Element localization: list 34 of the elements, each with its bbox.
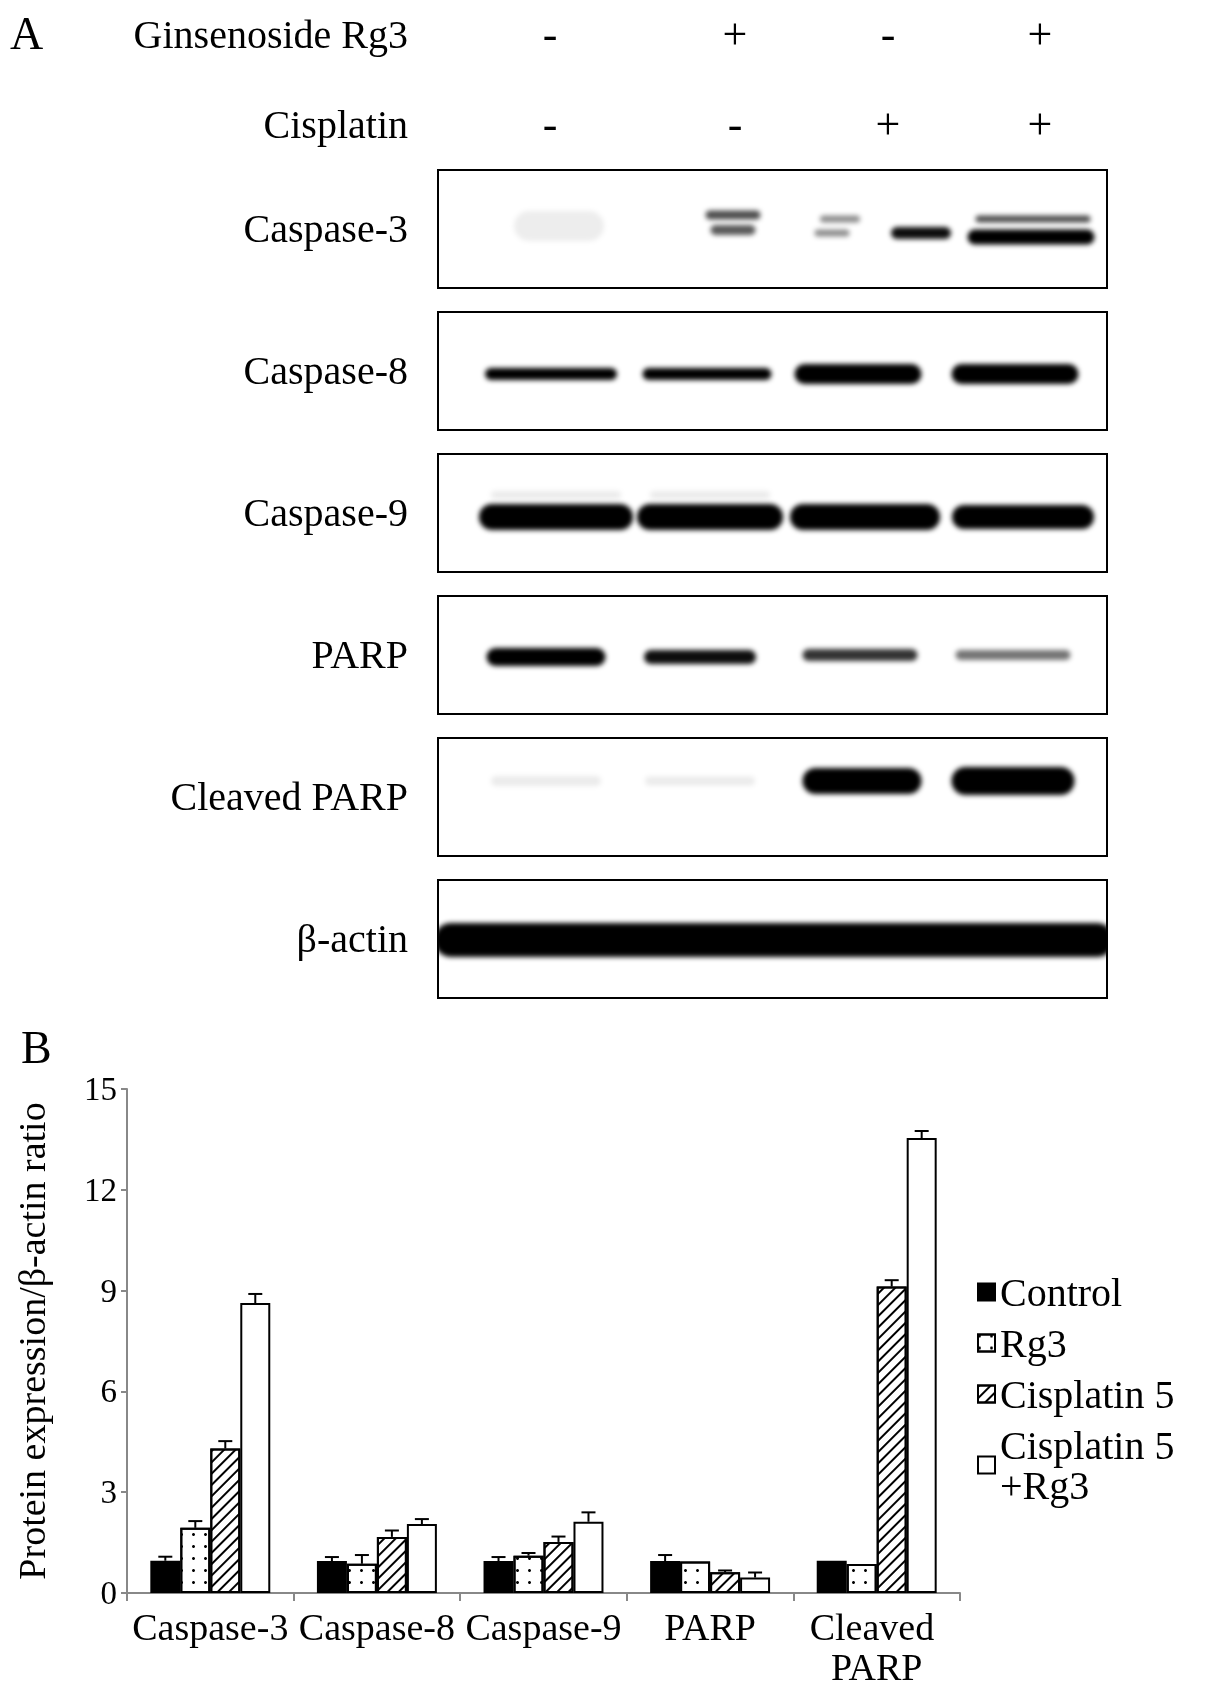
text: - (727, 100, 743, 149)
y-tick-label: 3 (100, 1474, 117, 1511)
y-tick-label: 9 (100, 1272, 117, 1309)
text: + (722, 10, 748, 59)
text: Caspase-8 (243, 348, 408, 393)
text: Caspase-3 (243, 206, 408, 251)
x-tick-label: PARP (664, 1606, 756, 1648)
x-tick-label: Caspase-8 (298, 1606, 455, 1648)
text: A (10, 8, 44, 59)
x-tick-label: Caspase-3 (132, 1606, 289, 1648)
text: Ginsenoside Rg3 (133, 12, 408, 57)
text: Cisplatin (263, 102, 408, 147)
text: Caspase-9 (243, 490, 408, 535)
x-tick-label: Caspase-9 (465, 1606, 622, 1648)
text: - (880, 10, 896, 59)
y-tick-label: 6 (100, 1373, 117, 1410)
text: + (1027, 100, 1053, 149)
text: PARP (311, 632, 408, 677)
text: Cleaved PARP (170, 774, 408, 819)
text: + (1027, 10, 1053, 59)
legend-label: Rg3 (1000, 1320, 1067, 1366)
y-tick-label: 0 (100, 1575, 117, 1611)
y-tick-label: 12 (84, 1171, 117, 1208)
text: - (542, 10, 558, 59)
legend-label: Control (1000, 1269, 1123, 1315)
text: - (542, 100, 558, 149)
y-axis-title: Protein expression/β-actin ratio (11, 1102, 53, 1580)
text: + (875, 100, 901, 149)
x-tick-label: Cleaved PARP (809, 1606, 944, 1688)
y-tick-label: 15 (84, 1071, 117, 1107)
legend-label: Cisplatin 5 (1000, 1371, 1175, 1417)
text: β-actin (296, 916, 408, 961)
chart-title: B (21, 1021, 52, 1073)
legend-label: Cisplatin 5 +Rg3 (1000, 1422, 1185, 1508)
